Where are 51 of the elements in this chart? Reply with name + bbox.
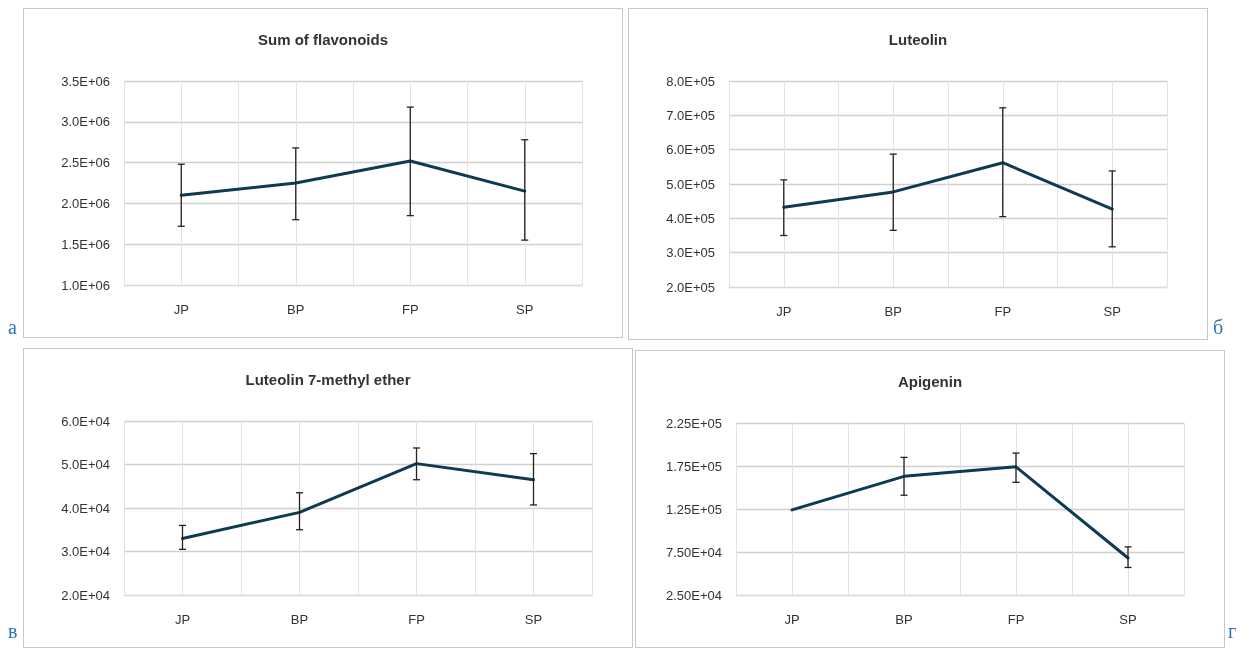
y-tick-label: 3.0E+04 bbox=[61, 544, 110, 559]
y-tick-label: 5.0E+05 bbox=[666, 176, 715, 192]
x-tick-label: FP bbox=[408, 612, 425, 627]
y-tick-label: 6.0E+04 bbox=[61, 413, 110, 429]
y-tick-label: 1.0E+06 bbox=[61, 277, 110, 293]
x-tick-label: FP bbox=[1007, 612, 1025, 627]
chart-title: Luteolin bbox=[888, 31, 948, 48]
x-tick-label: FP bbox=[401, 302, 419, 317]
x-tick-label: BP bbox=[287, 302, 305, 317]
text: б bbox=[1213, 316, 1224, 339]
x-tick-label: JP bbox=[173, 302, 189, 317]
text: в bbox=[8, 620, 18, 643]
x-tick-label: BP bbox=[884, 304, 902, 319]
x-tick-label: JP bbox=[174, 612, 191, 627]
y-tick-label: 2.50E+04 bbox=[665, 587, 722, 603]
y-tick-label: 3.0E+06 bbox=[61, 114, 110, 130]
chart-title: Sum of flavonoids bbox=[257, 31, 389, 48]
line-series bbox=[782, 161, 1114, 211]
y-tick-label: 1.25E+05 bbox=[665, 501, 722, 517]
y-tick-label: 3.0E+05 bbox=[666, 245, 715, 261]
y-tick-label: 2.0E+05 bbox=[666, 279, 715, 295]
y-tick-label: 1.75E+05 bbox=[665, 458, 722, 474]
y-tick-label: 2.5E+06 bbox=[61, 155, 110, 171]
x-tick-label: SP bbox=[516, 302, 534, 317]
text: а bbox=[8, 316, 17, 339]
x-tick-label: FP bbox=[994, 304, 1012, 319]
y-tick-label: 2.25E+05 bbox=[665, 415, 722, 431]
y-tick-label: 2.0E+06 bbox=[61, 195, 110, 211]
x-tick-label: JP bbox=[784, 612, 800, 627]
line-series bbox=[790, 465, 1130, 560]
y-tick-label: 4.0E+04 bbox=[61, 500, 110, 516]
x-tick-label: SP bbox=[524, 612, 543, 627]
x-tick-label: BP bbox=[895, 612, 913, 627]
x-tick-label: BP bbox=[290, 612, 309, 627]
x-tick-label: SP bbox=[1103, 304, 1121, 319]
y-tick-label: 8.0E+05 bbox=[666, 73, 715, 89]
text: г bbox=[1228, 620, 1237, 643]
y-tick-label: 5.0E+04 bbox=[61, 457, 110, 472]
line-series bbox=[181, 462, 535, 540]
y-tick-label: 3.5E+06 bbox=[61, 73, 110, 89]
chart-title: Luteolin 7-methyl ether bbox=[245, 371, 411, 388]
chart-title: Apigenin bbox=[897, 373, 963, 390]
y-tick-label: 6.0E+05 bbox=[666, 142, 715, 158]
y-tick-label: 4.0E+05 bbox=[666, 210, 715, 226]
line-series bbox=[179, 159, 527, 197]
x-tick-label: JP bbox=[776, 304, 792, 319]
y-tick-label: 2.0E+04 bbox=[61, 587, 110, 603]
y-tick-label: 7.50E+04 bbox=[665, 544, 722, 560]
y-tick-label: 7.0E+05 bbox=[666, 107, 715, 123]
y-tick-label: 1.5E+06 bbox=[61, 236, 110, 252]
x-tick-label: SP bbox=[1119, 612, 1137, 627]
